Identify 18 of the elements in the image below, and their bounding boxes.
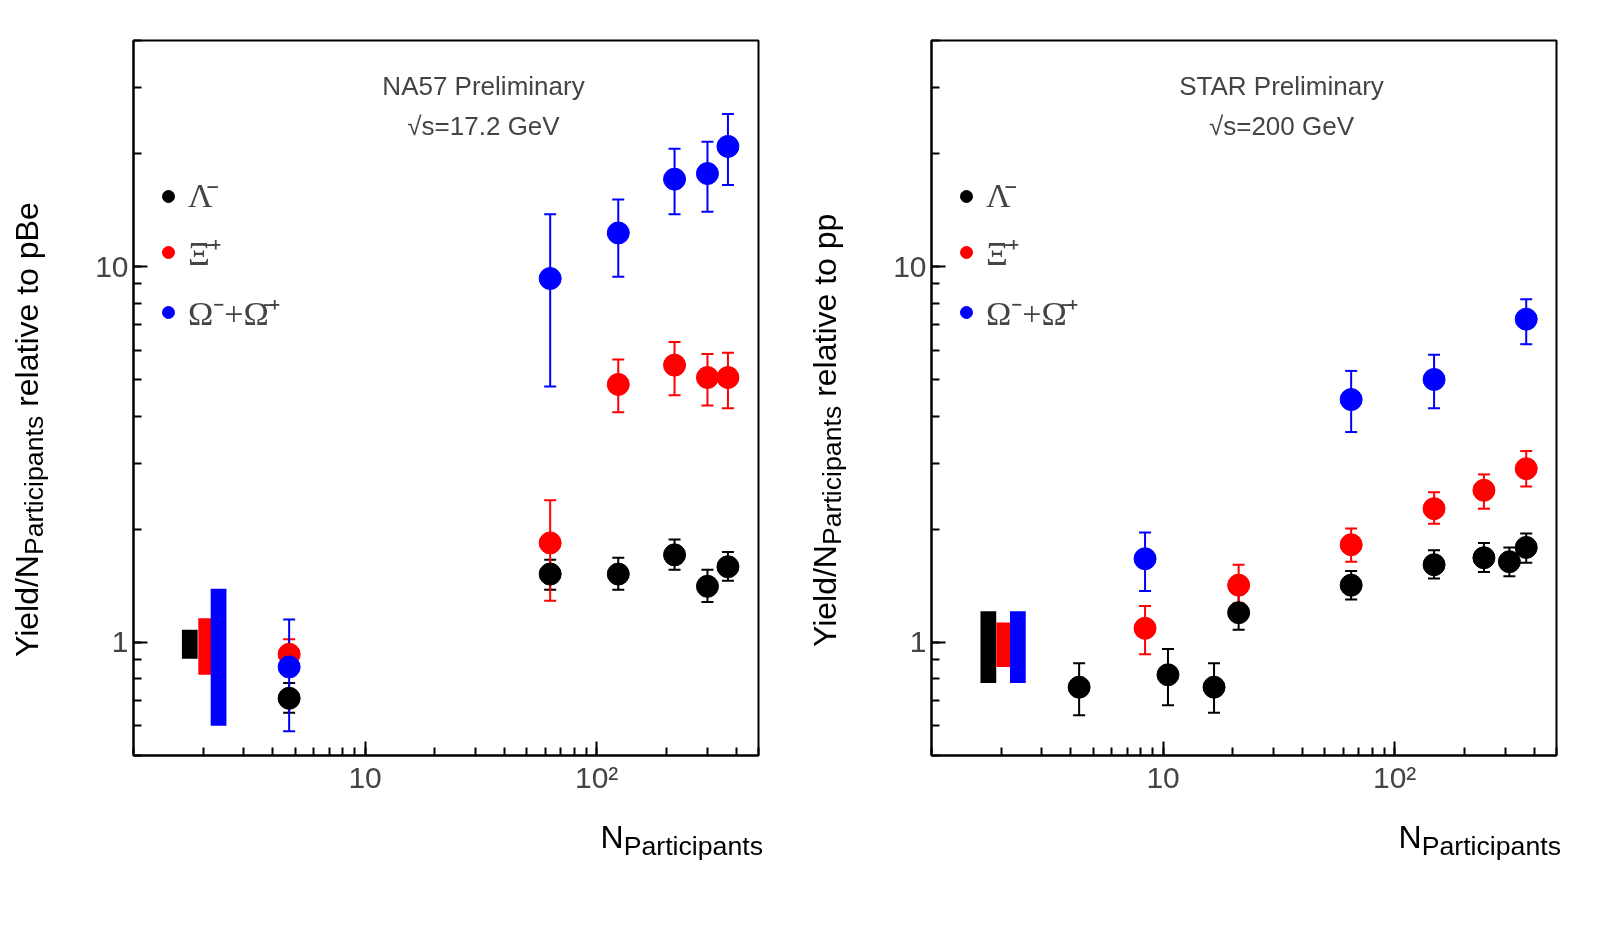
legend-label: Ω⁻+Ω̄⁺ xyxy=(986,294,1078,334)
legend-label: Ξ̄⁺ xyxy=(986,234,1019,274)
x-tick-label: 10 xyxy=(1146,760,1180,794)
x-axis-title: N$_{Participants}$ xyxy=(1398,818,1561,864)
x-tick-label: 10² xyxy=(574,760,619,794)
y-tick-label: 1 xyxy=(909,625,927,659)
text: STAR Preliminary xyxy=(1179,71,1384,102)
text: √s=17.2 GeV xyxy=(407,110,561,141)
x-axis-title: N$_{Participants}$ xyxy=(600,818,763,864)
legend-label: Ω⁻+Ω̄⁺ xyxy=(188,294,280,334)
text: √s=200 GeV xyxy=(1208,110,1355,141)
bar xyxy=(181,629,198,659)
text: NA57 Preliminary xyxy=(382,71,585,102)
y-tick-label: 1 xyxy=(111,625,129,659)
legend-label: Ξ̄⁺ xyxy=(188,234,221,274)
x-tick-label: 10 xyxy=(348,760,382,794)
x-tick-label: 10² xyxy=(1372,760,1417,794)
bar xyxy=(210,588,227,726)
